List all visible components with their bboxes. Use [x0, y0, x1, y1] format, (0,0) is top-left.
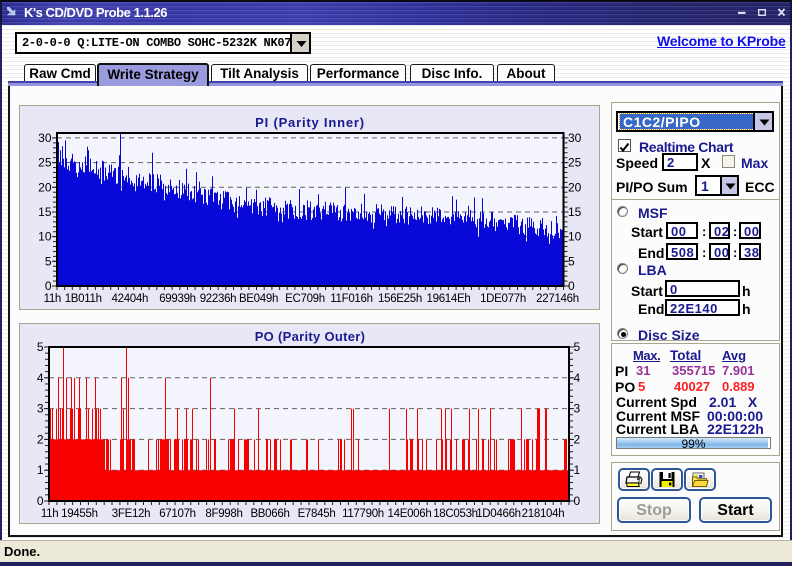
svg-text:0: 0: [574, 494, 581, 508]
svg-text:30: 30: [568, 131, 582, 145]
svg-text:19455h: 19455h: [61, 508, 98, 520]
svg-text:4: 4: [574, 371, 581, 385]
svg-text:11h: 11h: [41, 508, 58, 520]
svg-text:156E25h: 156E25h: [378, 293, 422, 305]
svg-text:0: 0: [568, 279, 575, 293]
svg-text:10: 10: [38, 230, 52, 244]
svg-text:25: 25: [38, 156, 52, 170]
svg-text:92236h: 92236h: [200, 293, 237, 305]
svg-text:5: 5: [574, 340, 581, 354]
svg-text:3: 3: [37, 402, 44, 416]
svg-text:0: 0: [37, 494, 44, 508]
svg-text:2: 2: [574, 432, 581, 446]
svg-text:8F998h: 8F998h: [205, 508, 242, 520]
svg-text:1D0466h: 1D0466h: [476, 508, 521, 520]
svg-text:42404h: 42404h: [112, 293, 149, 305]
svg-text:18C053h: 18C053h: [433, 508, 478, 520]
svg-text:69939h: 69939h: [159, 293, 196, 305]
svg-text:227146h: 227146h: [536, 293, 579, 305]
svg-text:0: 0: [45, 279, 52, 293]
svg-text:15: 15: [38, 205, 52, 219]
svg-text:2: 2: [37, 432, 44, 446]
svg-text:1: 1: [37, 463, 44, 477]
svg-text:PI (Parity Inner): PI (Parity Inner): [255, 115, 365, 130]
svg-text:E7845h: E7845h: [298, 508, 336, 520]
svg-text:20: 20: [38, 180, 52, 194]
svg-text:25: 25: [568, 156, 582, 170]
svg-text:20: 20: [568, 180, 582, 194]
svg-text:1DE077h: 1DE077h: [480, 293, 526, 305]
svg-text:5: 5: [37, 340, 44, 354]
svg-text:218104h: 218104h: [522, 508, 565, 520]
svg-text:4: 4: [37, 371, 44, 385]
svg-text:117790h: 117790h: [342, 508, 384, 520]
svg-text:BE049h: BE049h: [239, 293, 278, 305]
svg-text:11F016h: 11F016h: [330, 293, 372, 305]
svg-text:BB066h: BB066h: [250, 508, 289, 520]
svg-text:3FE12h: 3FE12h: [112, 508, 150, 520]
svg-text:5: 5: [568, 254, 575, 268]
svg-text:3: 3: [574, 402, 581, 416]
svg-text:30: 30: [38, 131, 52, 145]
svg-text:14E006h: 14E006h: [388, 508, 432, 520]
svg-text:1: 1: [574, 463, 581, 477]
svg-text:PO (Parity Outer): PO (Parity Outer): [255, 329, 366, 344]
svg-text:67107h: 67107h: [159, 508, 196, 520]
svg-text:EC709h: EC709h: [285, 293, 325, 305]
svg-text:11h: 11h: [44, 293, 61, 305]
svg-text:15: 15: [568, 205, 582, 219]
svg-text:1B011h: 1B011h: [65, 293, 102, 305]
svg-text:10: 10: [568, 230, 582, 244]
svg-text:19614Eh: 19614Eh: [427, 293, 471, 305]
svg-text:5: 5: [45, 254, 52, 268]
